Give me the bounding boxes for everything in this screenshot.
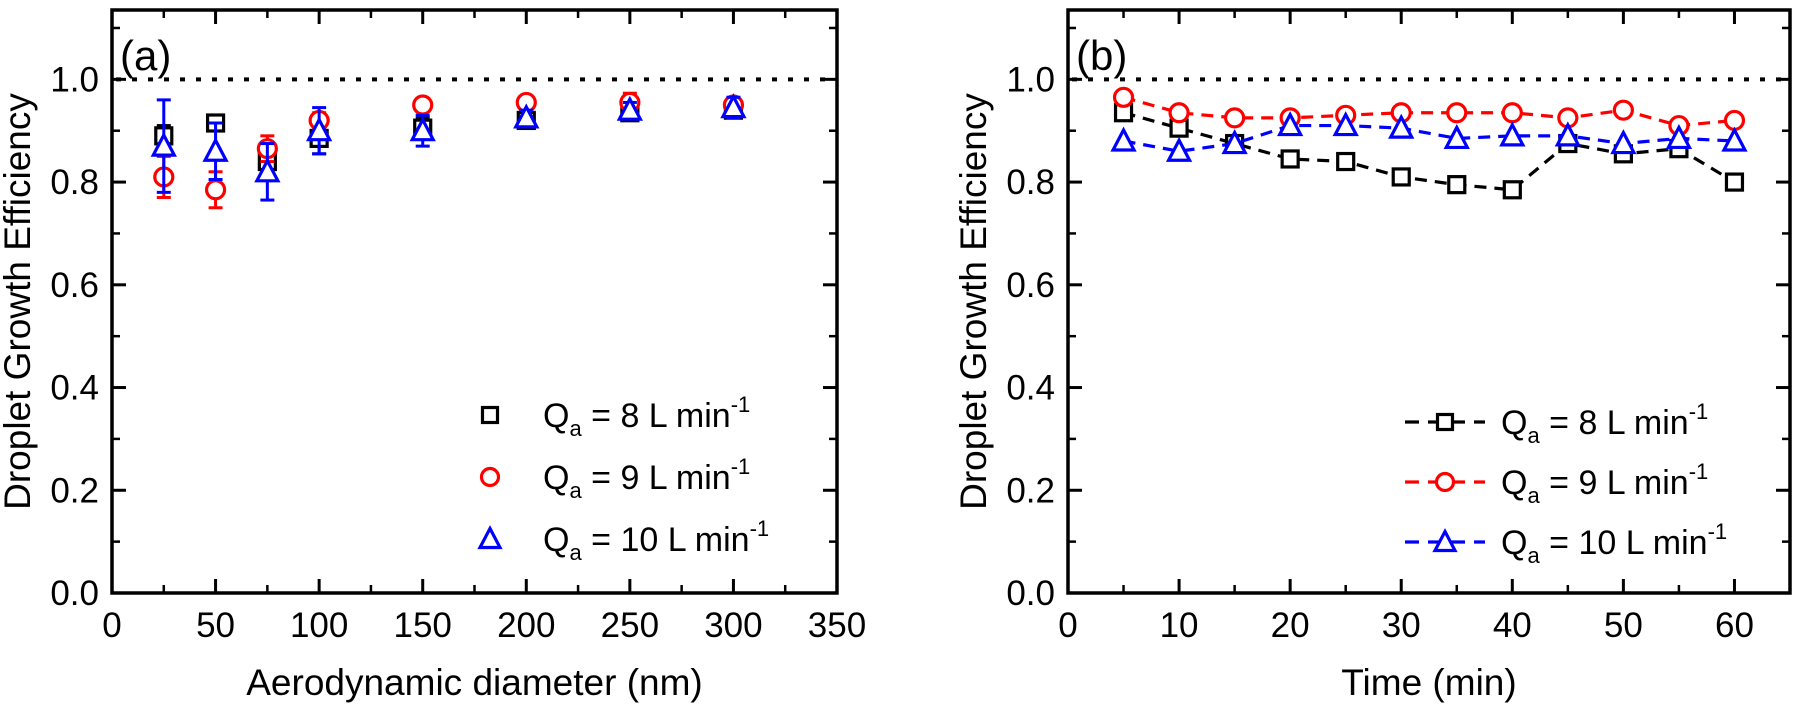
svg-text:30: 30 [1382,606,1421,645]
svg-text:1.0: 1.0 [50,60,99,99]
svg-text:200: 200 [497,606,555,645]
svg-text:Droplet Growth Efficiency: Droplet Growth Efficiency [953,93,994,510]
svg-text:350: 350 [808,606,866,645]
svg-text:0.6: 0.6 [1006,266,1055,305]
svg-text:50: 50 [196,606,235,645]
svg-text:20: 20 [1271,606,1310,645]
svg-text:300: 300 [704,606,762,645]
svg-text:0.8: 0.8 [50,163,99,202]
svg-text:150: 150 [394,606,452,645]
svg-text:Qa = 10 L min-1: Qa = 10 L min-1 [543,516,769,565]
chart-panel-b: 0 10 20 30 40 50 60 0.0 0.2 0.4 0.6 0.8 1.0 Qa = 8 L … [953,8,1792,703]
chart-panel-a: 0 50 100 150 200 250 300 350 0.0 0.2 0.4 0.6 0.8 1.0 Q… [0,8,866,703]
svg-text:0.2: 0.2 [50,471,99,510]
svg-text:Time (min): Time (min) [1341,662,1516,703]
svg-text:0.6: 0.6 [50,266,99,305]
svg-text:0.4: 0.4 [1006,369,1055,408]
svg-text:Droplet Growth Efficiency: Droplet Growth Efficiency [0,93,38,510]
svg-text:250: 250 [601,606,659,645]
svg-text:0.2: 0.2 [1006,471,1055,510]
svg-text:40: 40 [1493,606,1532,645]
svg-text:0: 0 [1058,606,1077,645]
svg-text:Qa = 10 L min-1: Qa = 10 L min-1 [1501,519,1727,568]
svg-text:Qa = 9 L min-1: Qa = 9 L min-1 [543,454,750,503]
svg-text:Aerodynamic diameter (nm): Aerodynamic diameter (nm) [246,662,702,703]
svg-text:100: 100 [290,606,348,645]
svg-text:Qa = 8 L min-1: Qa = 8 L min-1 [543,392,750,441]
svg-text:0.0: 0.0 [50,574,99,613]
svg-text:0.4: 0.4 [50,369,99,408]
svg-text:0: 0 [102,606,121,645]
svg-text:0.8: 0.8 [1006,163,1055,202]
svg-text:(b): (b) [1076,32,1127,79]
svg-text:50: 50 [1604,606,1643,645]
svg-text:1.0: 1.0 [1006,60,1055,99]
svg-text:0.0: 0.0 [1006,574,1055,613]
svg-text:Qa = 8 L min-1: Qa = 8 L min-1 [1501,399,1708,448]
svg-text:60: 60 [1715,606,1754,645]
svg-text:(a): (a) [120,32,171,79]
svg-text:Qa = 9 L min-1: Qa = 9 L min-1 [1501,459,1708,508]
svg-text:10: 10 [1160,606,1199,645]
